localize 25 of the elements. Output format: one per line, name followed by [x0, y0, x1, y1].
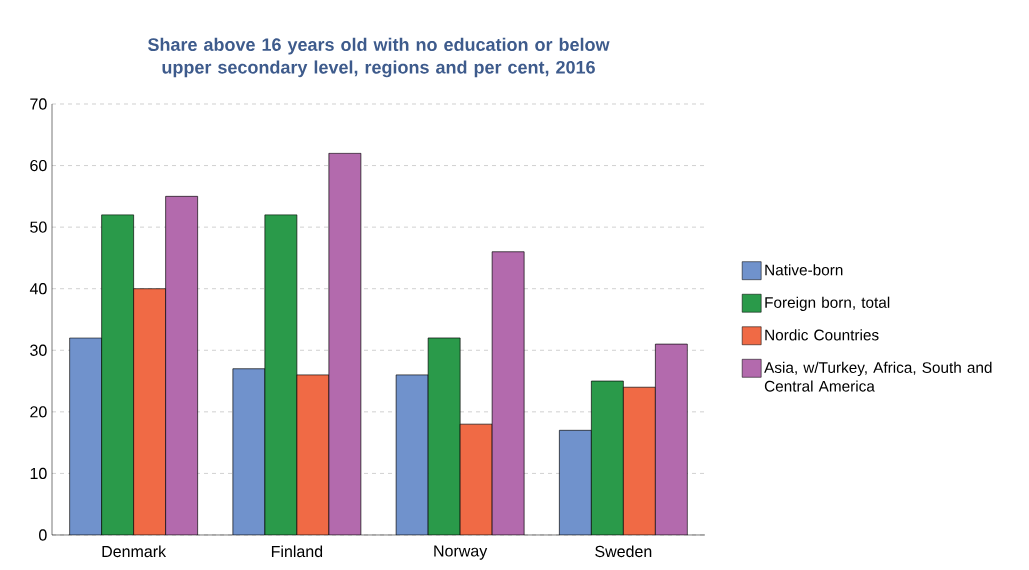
- bar: [101, 214, 134, 535]
- y-tick-label: 40: [29, 283, 47, 295]
- bar: [396, 374, 429, 535]
- bar: [232, 368, 265, 535]
- chart-title: Share above 16 years old with no education or below upper secondary level, regions and per cent, 2016: [147, 37, 610, 78]
- bar: [559, 429, 592, 535]
- bar: [591, 380, 624, 535]
- bar: [69, 337, 102, 535]
- bar: [264, 214, 297, 535]
- y-tick-label: 70: [30, 98, 47, 110]
- y-tick-label: 30: [30, 344, 47, 356]
- legend-label: Native-born: [765, 264, 843, 276]
- x-tick-label: Denmark: [102, 545, 167, 558]
- y-tick-label: 10: [30, 467, 47, 480]
- y-tick-label: 60: [30, 159, 47, 172]
- bar: [428, 337, 461, 535]
- y-tick-label: 20: [30, 406, 47, 418]
- x-tick-label: Sweden: [595, 545, 652, 558]
- y-tick-label: 0: [39, 529, 47, 541]
- x-tick-label: Norway: [434, 545, 488, 560]
- x-tick-label: Finland: [271, 545, 323, 558]
- legend-label: Asia, w/Turkey, Africa, South and Central America: [764, 361, 992, 392]
- legend-label: Foreign born, total: [765, 296, 890, 311]
- y-tick-label: 50: [30, 221, 47, 233]
- legend-label: Nordic Countries: [765, 329, 879, 341]
